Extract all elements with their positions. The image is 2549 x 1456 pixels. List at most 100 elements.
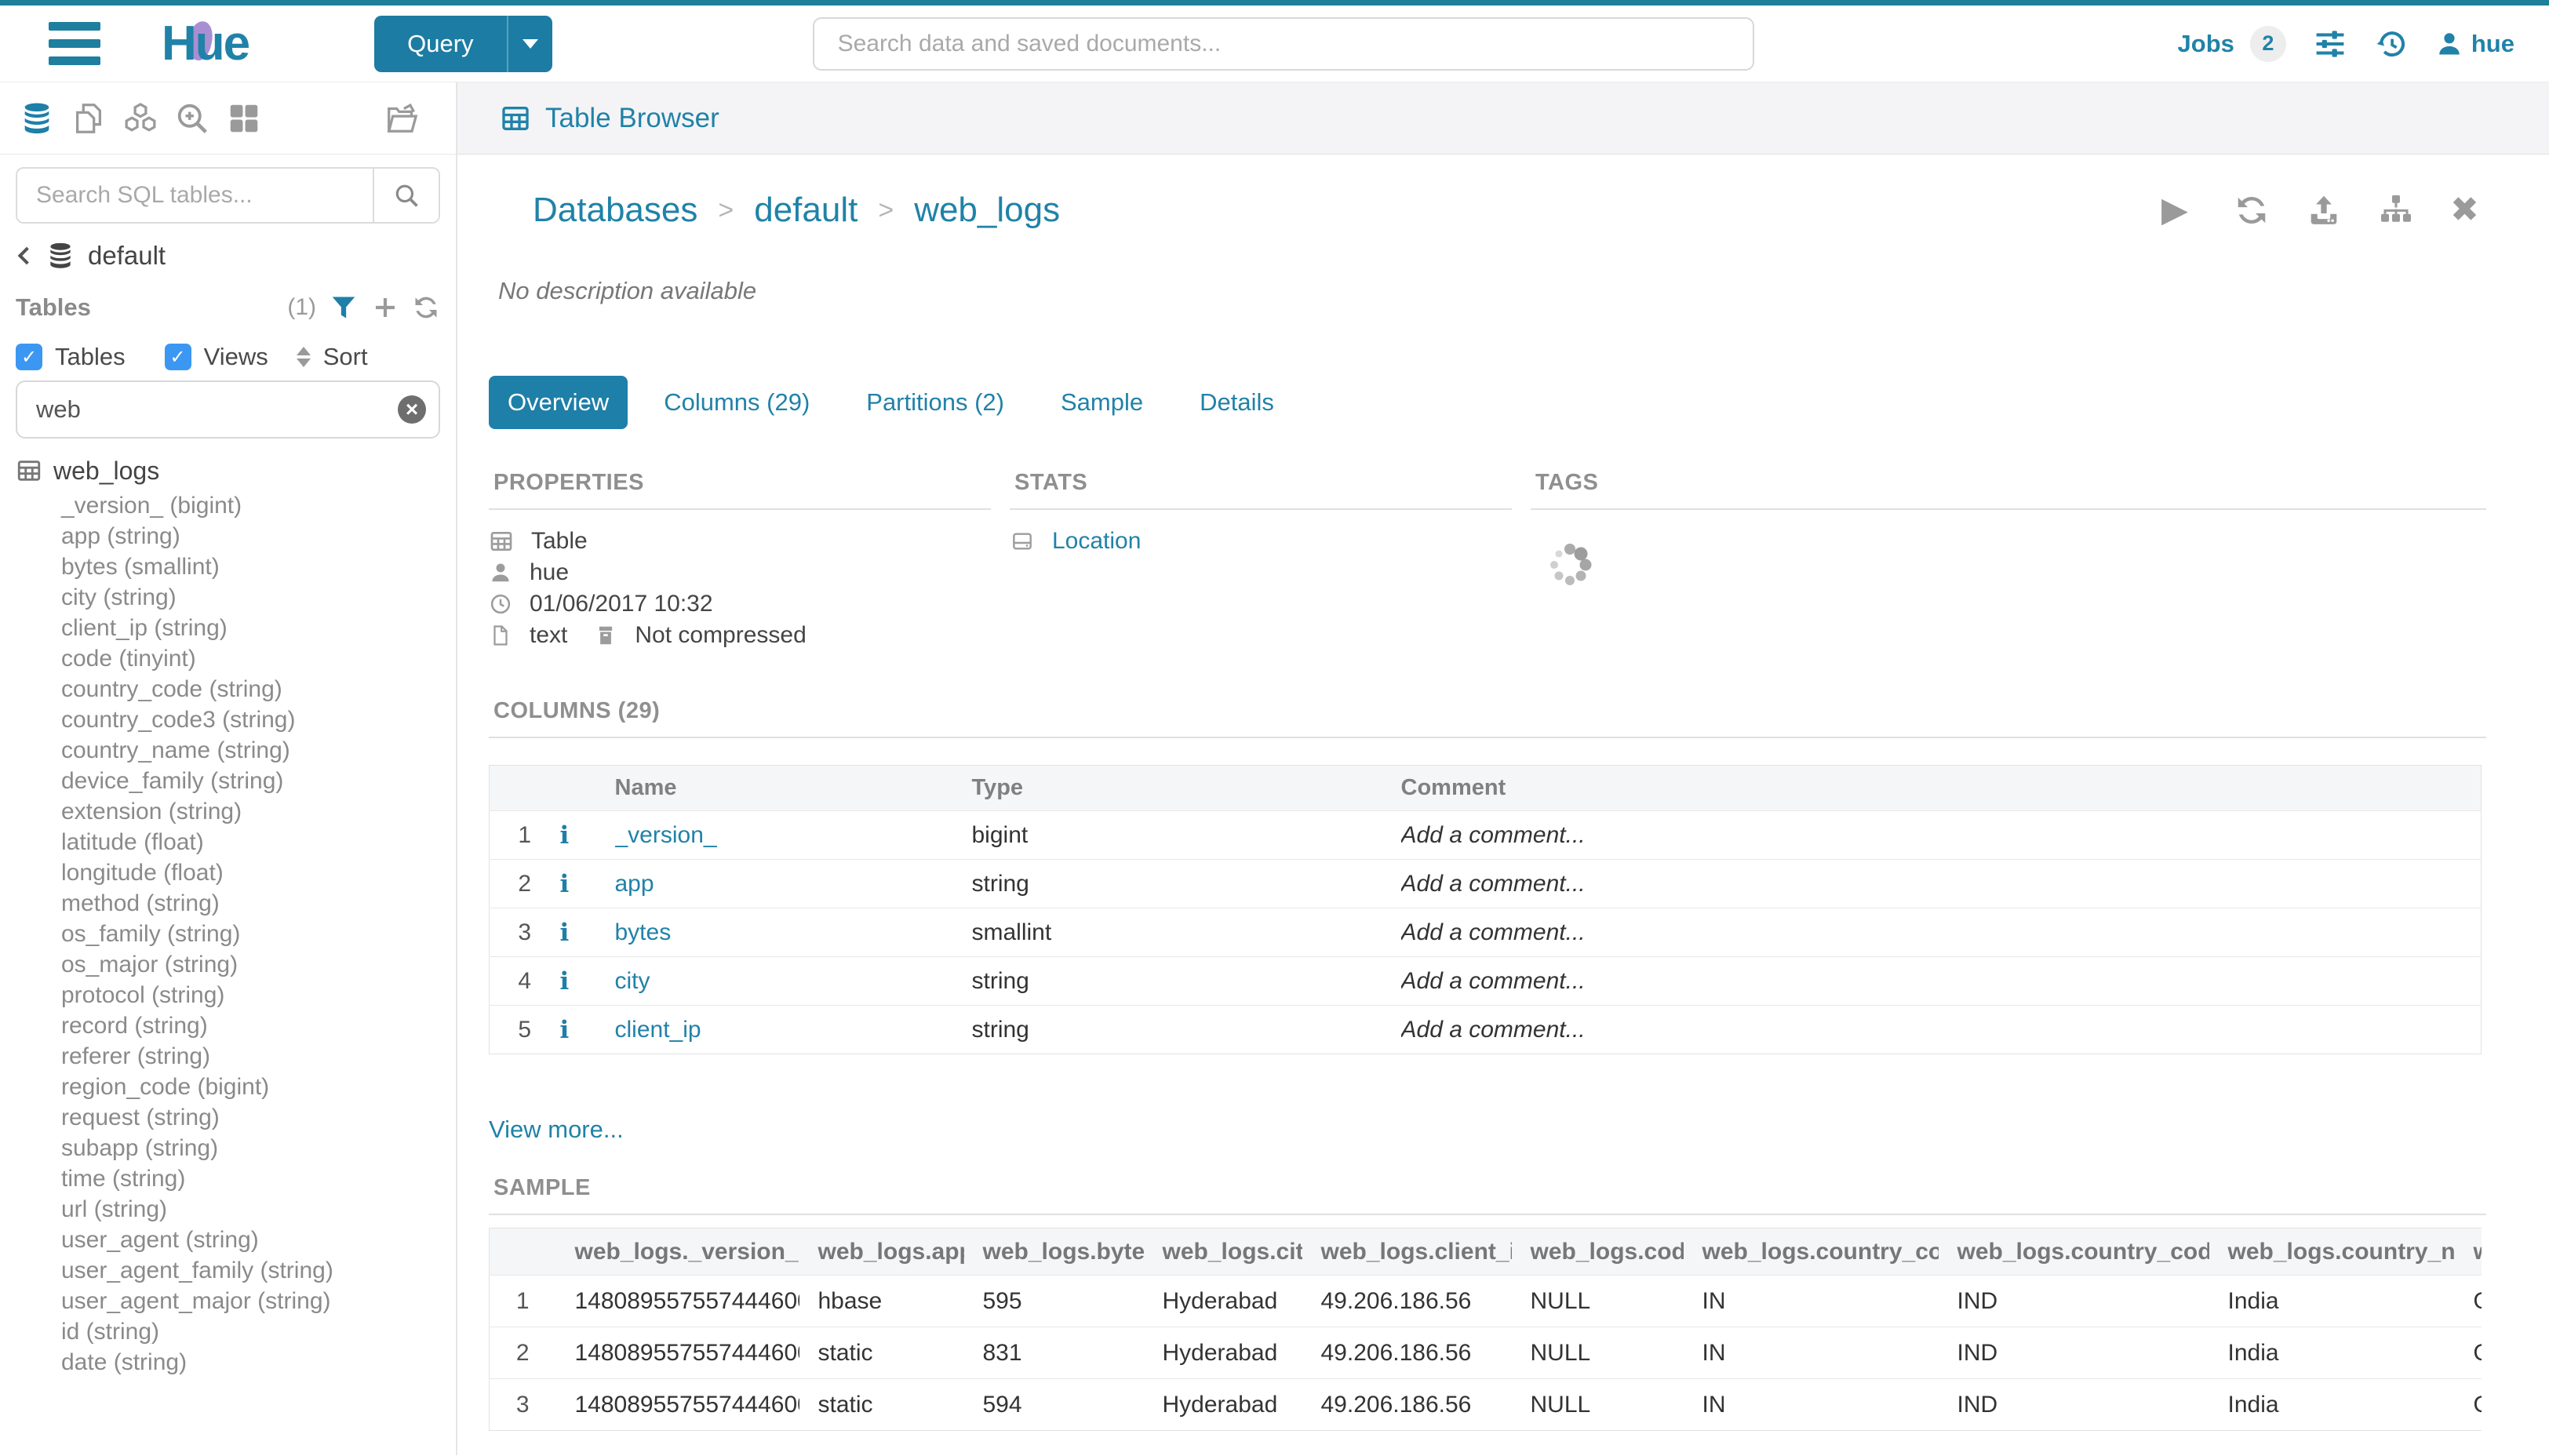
table-filter-input[interactable] [16,380,440,439]
column-comment-cell[interactable]: Add a comment... [1400,1016,1586,1043]
breadcrumb-database[interactable]: default [754,191,858,229]
tables-checkbox-label: Tables [55,343,126,370]
column-list-item[interactable]: method (string) [61,890,220,916]
history-icon[interactable] [2374,27,2409,61]
column-list-item[interactable]: date (string) [61,1349,188,1375]
tab-details[interactable]: Details [1200,388,1274,416]
column-list-item[interactable]: id (string) [61,1319,160,1345]
filter-funnel-icon[interactable] [329,293,359,322]
sample-cell-app: hbase [818,1287,883,1314]
column-name-link[interactable]: client_ip [614,1016,701,1043]
sort-label[interactable]: Sort [322,343,368,370]
column-list-item[interactable]: longitude (float) [61,860,224,886]
run-query-play-button[interactable] [2161,192,2198,228]
column-list-item[interactable]: protocol (string) [61,982,225,1008]
column-list-item[interactable]: request (string) [61,1105,220,1130]
sidebar-tab-documents documents-icon[interactable] [71,100,107,136]
tab-overview[interactable]: Overview [489,376,628,429]
sample-row: 2 1480895575574446000 static 831 Hyderab… [489,1327,2482,1379]
global-search-input[interactable] [812,16,1754,71]
column-comment-cell[interactable]: Add a comment... [1400,870,1586,897]
column-info-icon[interactable] [560,967,570,996]
column-list-item[interactable]: user_agent (string) [61,1227,259,1253]
sitemap-relations-button[interactable] [2378,192,2414,228]
column-list-item[interactable]: code (tinyint) [61,646,196,672]
column-info-icon[interactable] [560,821,570,850]
column-list-item[interactable]: user_agent_family (string) [61,1258,333,1283]
column-comment-cell[interactable]: Add a comment... [1400,919,1586,945]
column-list-item[interactable]: extension (string) [61,799,242,824]
view-more-link[interactable]: View more... [489,1116,624,1143]
table-description[interactable]: No description available [498,277,757,304]
column-list-item[interactable]: user_agent_major (string) [61,1288,331,1314]
breadcrumb-databases[interactable]: Databases [533,191,698,229]
tags-section: TAGS [1531,470,2486,651]
sample-cell-country-code: IN [1702,1339,1726,1366]
sql-tables-search-button[interactable] [373,169,439,222]
user-menu[interactable]: hue [2435,30,2514,58]
hamburger-menu-button[interactable] [49,22,100,65]
column-name-link[interactable]: app [614,870,654,897]
sidebar-tab-apps grid-icon[interactable] [226,100,262,136]
column-list-item[interactable]: country_code3 (string) [61,707,296,733]
sidebar-tab-files folder-icon[interactable] [384,100,420,136]
location-link[interactable]: Location [1052,528,1142,554]
sample-table-scroll-area[interactable]: web_logs._version_ web_logs.app web_logs… [489,1228,2482,1431]
query-dropdown-caret[interactable] [506,15,552,72]
format-file-icon [489,624,512,647]
sidebar-tab-search zoom-plus-icon[interactable] [174,100,210,136]
column-list-item[interactable]: time (string) [61,1166,186,1192]
column-list-item[interactable]: country_code (string) [61,676,282,702]
column-comment-cell[interactable]: Add a comment... [1400,821,1586,848]
column-list-item[interactable]: country_name (string) [61,737,290,763]
column-list-item[interactable]: subapp (string) [61,1135,219,1161]
column-list-item[interactable]: record (string) [61,1013,208,1039]
column-list-item[interactable]: app (string) [61,523,180,549]
add-table-plus-icon[interactable] [371,293,399,322]
column-list-item[interactable]: bytes (smallint) [61,554,220,580]
column-list-item[interactable]: os_family (string) [61,921,241,947]
jobs-link[interactable]: Jobs [2177,29,2234,57]
column-list-item[interactable]: device_family (string) [61,768,284,794]
database-icon [46,241,75,271]
current-database[interactable]: default [88,241,166,270]
table-list-item[interactable]: web_logs [16,454,440,487]
hue-logo[interactable]: Hue [162,18,250,68]
column-list-item[interactable]: region_code (bigint) [61,1074,270,1100]
column-comment-cell[interactable]: Add a comment... [1400,967,1586,994]
views-checkbox[interactable] [164,344,191,370]
column-info-icon[interactable] [560,919,570,947]
sql-tables-search-input[interactable] [17,169,373,222]
column-list-item[interactable]: latitude (float) [61,829,204,855]
clear-filter-icon[interactable] [398,395,426,424]
tables-checkbox[interactable] [16,344,42,370]
back-chevron-icon[interactable] [17,246,36,265]
main-content: Table Browser Databases default web_logs… [457,82,2549,1455]
tab-sample[interactable]: Sample [1061,388,1144,416]
jobs-count-badge[interactable]: 2 [2249,25,2286,62]
query-button[interactable]: Query [374,15,552,72]
close-button[interactable] [2450,192,2486,228]
table-list-item-name[interactable]: web_logs [53,456,160,485]
column-info-icon[interactable] [560,1016,570,1044]
column-list-item[interactable]: referer (string) [61,1043,211,1069]
column-list-item[interactable]: client_ip (string) [61,615,228,641]
sort-icon[interactable] [296,347,311,367]
refresh-tables-icon[interactable] [412,293,440,322]
upload-button[interactable] [2306,192,2342,228]
refresh-button[interactable] [2234,192,2270,228]
tab-partitions[interactable]: Partitions (2) [866,388,1004,416]
column-name-link[interactable]: _version_ [614,821,717,848]
column-list-item[interactable]: city (string) [61,584,177,610]
column-name-link[interactable]: bytes [614,919,672,945]
column-info-icon[interactable] [560,870,570,898]
sidebar-tab-indexes cubes-icon[interactable] [122,100,158,136]
column-name-link[interactable]: city [614,967,650,994]
column-list-item[interactable]: _version_ (bigint) [61,493,242,519]
tab-columns[interactable]: Columns (29) [664,388,810,416]
column-list-item[interactable]: url (string) [61,1196,168,1222]
settings-sliders-icon[interactable] [2313,27,2347,61]
sidebar-tab-tables database-icon[interactable] [19,100,55,136]
breadcrumb-table[interactable]: web_logs [914,191,1061,229]
column-list-item[interactable]: os_major (string) [61,952,239,977]
